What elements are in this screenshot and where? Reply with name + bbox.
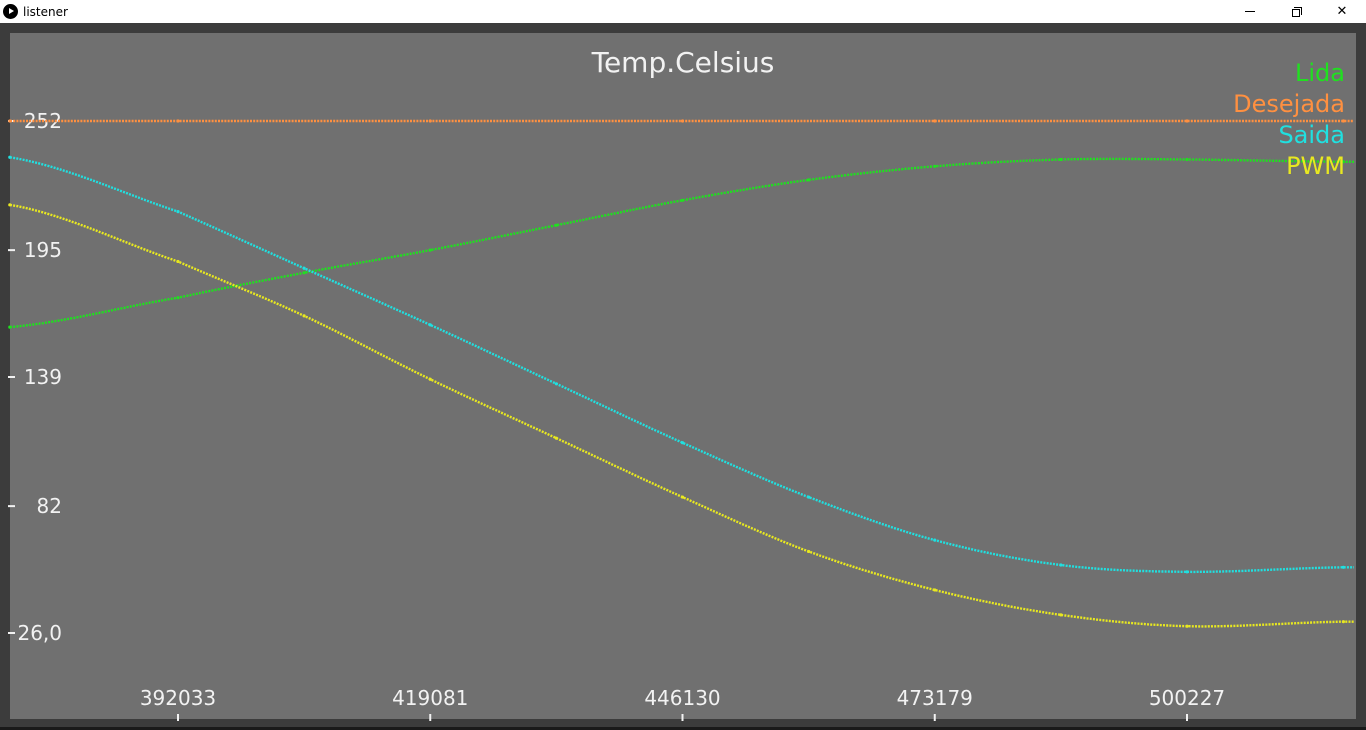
series-pwm: [8, 203, 1354, 628]
restore-button[interactable]: [1273, 0, 1319, 23]
x-tick-label: 446130: [644, 686, 720, 710]
close-button[interactable]: ✕: [1319, 0, 1365, 23]
series-lida: [8, 157, 1354, 329]
close-icon: ✕: [1336, 4, 1348, 19]
x-axis: 392033 419081 446130 473179 500227: [140, 686, 1225, 721]
minimize-icon: [1245, 11, 1255, 12]
minimize-button[interactable]: [1227, 0, 1273, 23]
chart-title: Temp.Celsius: [591, 46, 775, 79]
series-saida: [8, 155, 1354, 574]
series-line: [9, 157, 1354, 329]
window-titlebar: listener ✕: [0, 0, 1366, 23]
series-line: [9, 156, 1354, 574]
play-circle-icon: [3, 4, 18, 19]
y-tick-label: 26,0: [17, 621, 62, 645]
x-tick-label: 473179: [897, 686, 973, 710]
plot-area: [10, 33, 1356, 719]
y-tick-label: 82: [37, 494, 62, 518]
legend-entry: Desejada: [1233, 90, 1345, 118]
series-layer: [8, 119, 1354, 628]
bottom-edge: [0, 727, 1366, 730]
legend: Lida Desejada Saida PWM: [1233, 59, 1345, 180]
x-tick-label: 392033: [140, 686, 216, 710]
legend-entry: Saida: [1278, 121, 1345, 149]
x-tick-label: 419081: [392, 686, 468, 710]
series-desejada: [8, 119, 1354, 123]
y-tick-label: 139: [24, 365, 62, 389]
legend-entry: Lida: [1295, 59, 1345, 87]
x-tick-label: 500227: [1149, 686, 1225, 710]
series-line: [9, 203, 1354, 628]
window-title: listener: [23, 4, 68, 19]
legend-entry: PWM: [1286, 152, 1345, 180]
y-tick-label: 195: [24, 238, 62, 262]
restore-icon: [1291, 7, 1302, 17]
